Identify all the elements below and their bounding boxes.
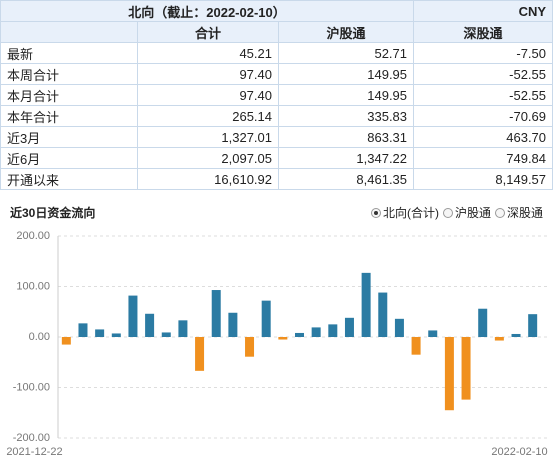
legend-option[interactable]: 深股通 [494, 204, 543, 221]
value-cell: -7.50 [413, 42, 554, 64]
summary-table: 北向（截止：2022-02-10） CNY 合计 沪股通 深股通 最新 45.21 52.71… [0, 0, 554, 190]
table-row: 近6月 2,097.05 1,347.22 749.84 [0, 147, 554, 169]
value-cell: 8,149.57 [413, 168, 554, 190]
bar [78, 323, 88, 337]
value-cell: 1,327.01 [137, 126, 279, 148]
radio[interactable] [442, 207, 453, 218]
row-label: 开通以来 [0, 168, 138, 190]
value-cell: 1,347.22 [277, 147, 415, 169]
bar [411, 337, 421, 355]
bar [111, 333, 121, 337]
x-tick-label: 2022-02-10 [491, 446, 547, 458]
value-cell: 8,461.35 [277, 168, 415, 190]
value-cell: -52.55 [413, 63, 554, 85]
bar [478, 308, 488, 337]
value-cell: 2,097.05 [137, 147, 279, 169]
bar [295, 332, 304, 337]
y-tick-label: -200.00 [13, 432, 50, 444]
row-label: 本周合计 [0, 63, 138, 85]
value-cell: -70.69 [413, 105, 554, 127]
value-cell: 149.95 [277, 63, 415, 85]
bar [361, 272, 371, 337]
bar [444, 337, 454, 411]
legend-option[interactable]: 北向(合计) [370, 204, 439, 221]
corner-cell [0, 21, 138, 43]
bar [328, 324, 338, 337]
table-row: 近3月 1,327.01 863.31 463.70 [0, 126, 554, 148]
value-cell: 265.14 [137, 105, 279, 127]
bar [511, 333, 521, 337]
chart: -200.00 -100.00 0.00 100.00 200.00 2021-12-22… [6, 230, 548, 458]
table-row: 开通以来 16,610.92 8,461.35 8,149.57 [0, 168, 554, 190]
bar [95, 329, 105, 337]
option-label: 沪股通 [454, 206, 491, 220]
bar [161, 332, 171, 337]
bar [245, 337, 255, 357]
value-cell: 335.83 [277, 105, 415, 127]
y-tick-label: 200.00 [16, 230, 50, 242]
bar [128, 295, 138, 337]
value-cell: 52.71 [277, 42, 415, 64]
table-row: 本月合计 97.40 149.95 -52.55 [0, 84, 554, 106]
bar [61, 337, 71, 345]
bar [178, 320, 188, 337]
unit: CNY [413, 0, 554, 22]
bar [145, 313, 155, 337]
bar [261, 300, 271, 337]
y-tick-label: -100.00 [13, 381, 50, 393]
option-label: 深股通 [506, 206, 543, 220]
option-label: 北向(合计) [382, 206, 439, 220]
y-tick-label: 0.00 [29, 331, 50, 343]
radio[interactable] [494, 207, 505, 218]
legend-option[interactable]: 沪股通 [442, 204, 491, 221]
bar [278, 337, 288, 340]
bar [461, 337, 471, 400]
column-header: 深股通 [413, 21, 554, 43]
row-label: 本月合计 [0, 84, 138, 106]
column-header: 沪股通 [277, 21, 415, 43]
y-tick-label: 100.00 [16, 280, 50, 292]
bar [228, 312, 238, 337]
bar [428, 330, 438, 337]
row-label: 本年合计 [0, 105, 138, 127]
radio[interactable] [370, 207, 381, 218]
bar [311, 327, 321, 337]
table-row: 本年合计 265.14 335.83 -70.69 [0, 105, 554, 127]
bar [394, 318, 404, 337]
value-cell: 149.95 [277, 84, 415, 106]
bar [195, 337, 205, 371]
bar [344, 317, 354, 337]
bar [528, 314, 538, 337]
table-title: 北向（截止：2022-02-10） [0, 0, 415, 22]
column-header: 合计 [137, 21, 279, 43]
bar [494, 337, 504, 341]
value-cell: 97.40 [137, 84, 279, 106]
value-cell: 463.70 [413, 126, 554, 148]
value-cell: -52.55 [413, 84, 554, 106]
legend: 北向(合计) 沪股通 深股通 [370, 204, 543, 221]
row-label: 近3月 [0, 126, 138, 148]
row-label: 近6月 [0, 147, 138, 169]
table-row: 最新 45.21 52.71 -7.50 [0, 42, 554, 64]
value-cell: 749.84 [413, 147, 554, 169]
header-row: 合计 沪股通 深股通 [0, 21, 554, 43]
value-cell: 97.40 [137, 63, 279, 85]
title-row: 北向（截止：2022-02-10） CNY [0, 0, 554, 22]
bar [378, 292, 388, 337]
value-cell: 863.31 [277, 126, 415, 148]
row-label: 最新 [0, 42, 138, 64]
value-cell: 45.21 [137, 42, 279, 64]
chart-title: 近30日资金流向 [10, 206, 96, 220]
value-cell: 16,610.92 [137, 168, 279, 190]
x-tick-label: 2021-12-22 [6, 446, 62, 458]
table-row: 本周合计 97.40 149.95 -52.55 [0, 63, 554, 85]
bar [211, 290, 221, 337]
